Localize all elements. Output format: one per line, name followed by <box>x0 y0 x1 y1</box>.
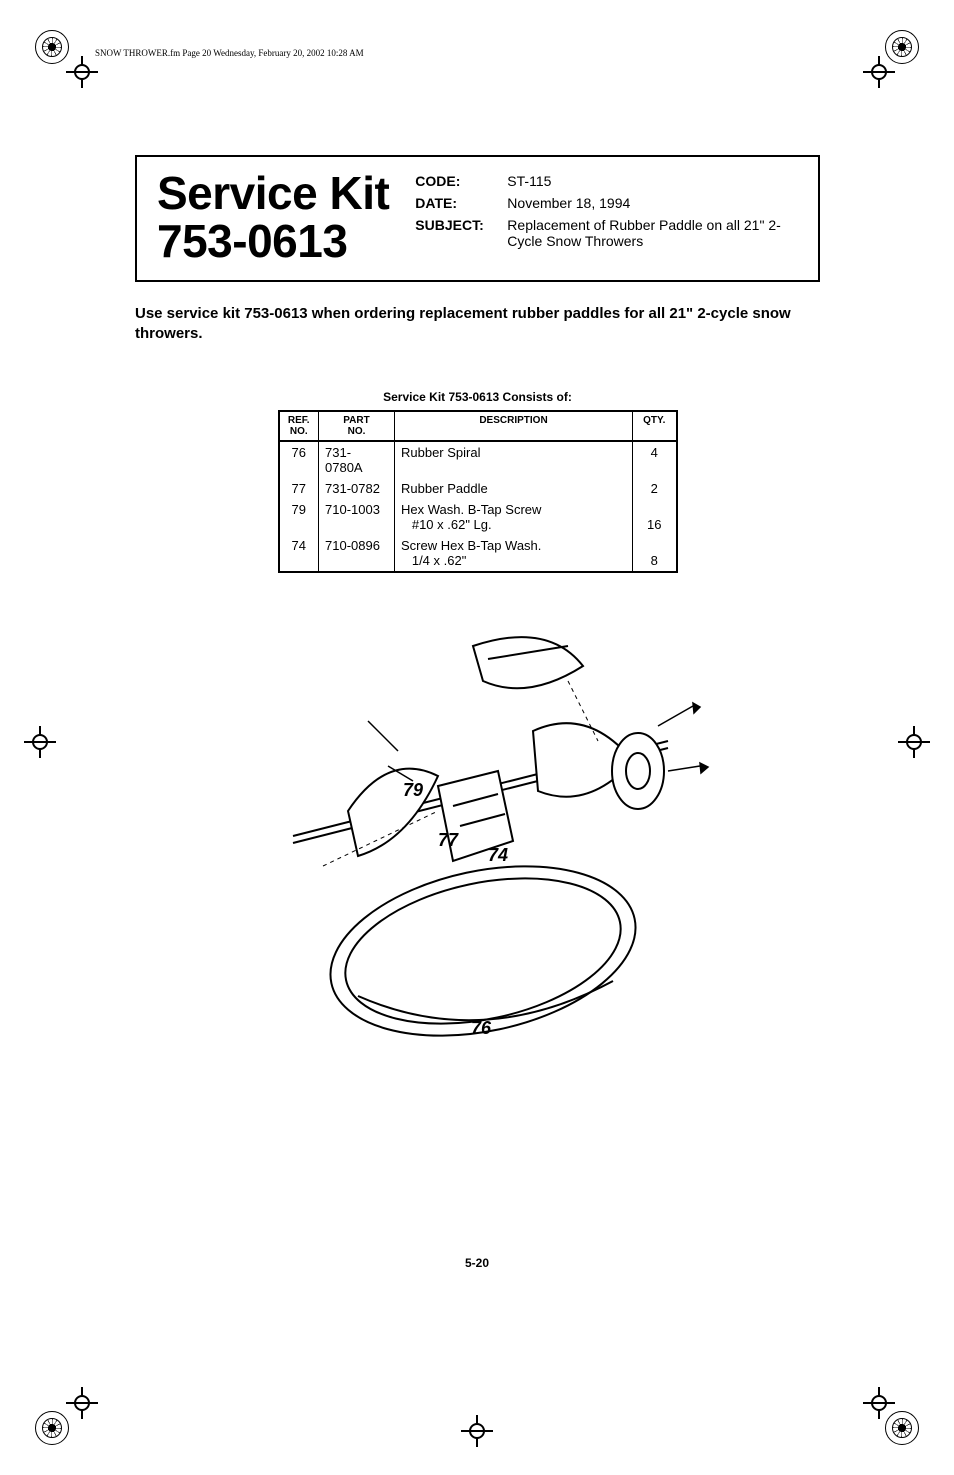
exploded-diagram: 79 77 74 76 <box>135 611 820 1046</box>
col-ref: REF. NO. <box>279 411 319 441</box>
printer-mark <box>35 30 69 64</box>
printer-target <box>867 1391 891 1415</box>
printer-target <box>28 730 52 754</box>
cell-part: 731-0780A <box>319 441 395 478</box>
cell-qty: 8 <box>633 535 677 572</box>
cell-desc: Rubber Paddle <box>395 478 633 499</box>
cell-ref: 76 <box>279 441 319 478</box>
cell-desc: Rubber Spiral <box>395 441 633 478</box>
printer-target <box>70 60 94 84</box>
title-line2: 753-0613 <box>157 217 389 265</box>
title-left: Service Kit 753-0613 <box>157 169 389 266</box>
printer-target <box>867 60 891 84</box>
printer-target <box>465 1419 489 1443</box>
table-row: 79 710-1003 Hex Wash. B-Tap Screw #10 x … <box>279 499 677 535</box>
col-desc: DESCRIPTION <box>395 411 633 441</box>
cell-part: 710-0896 <box>319 535 395 572</box>
callout-76: 76 <box>471 1018 492 1038</box>
printer-mark <box>885 1411 919 1445</box>
table-row: 77 731-0782 Rubber Paddle 2 <box>279 478 677 499</box>
cell-part: 731-0782 <box>319 478 395 499</box>
cell-qty: 16 <box>633 499 677 535</box>
printer-target <box>70 1391 94 1415</box>
table-caption: Service Kit 753-0613 Consists of: <box>135 390 820 404</box>
instruction-text: Use service kit 753-0613 when ordering r… <box>135 304 820 345</box>
page-content: Service Kit 753-0613 CODE: ST-115 DATE: … <box>135 155 820 1046</box>
cell-desc: Screw Hex B-Tap Wash. 1/4 x .62" <box>395 535 633 572</box>
callout-77: 77 <box>438 830 459 850</box>
page-number: 5-20 <box>0 1256 954 1270</box>
date-value: November 18, 1994 <box>507 195 798 211</box>
date-label: DATE: <box>415 195 507 211</box>
diagram-svg: 79 77 74 76 <box>238 611 718 1041</box>
cell-ref: 74 <box>279 535 319 572</box>
title-box: Service Kit 753-0613 CODE: ST-115 DATE: … <box>135 155 820 282</box>
cell-part: 710-1003 <box>319 499 395 535</box>
cell-ref: 77 <box>279 478 319 499</box>
col-qty: QTY. <box>633 411 677 441</box>
subject-label: SUBJECT: <box>415 217 507 249</box>
code-value: ST-115 <box>507 173 798 189</box>
printer-mark <box>885 30 919 64</box>
table-row: 74 710-0896 Screw Hex B-Tap Wash. 1/4 x … <box>279 535 677 572</box>
framemaker-header: SNOW THROWER.fm Page 20 Wednesday, Febru… <box>95 48 364 58</box>
callout-74: 74 <box>488 845 508 865</box>
printer-mark <box>35 1411 69 1445</box>
cell-ref: 79 <box>279 499 319 535</box>
table-row: 76 731-0780A Rubber Spiral 4 <box>279 441 677 478</box>
parts-table: REF. NO. PART NO. DESCRIPTION QTY. 76 73… <box>278 410 678 573</box>
cell-desc: Hex Wash. B-Tap Screw #10 x .62" Lg. <box>395 499 633 535</box>
callout-79: 79 <box>403 780 423 800</box>
cell-qty: 2 <box>633 478 677 499</box>
subject-value: Replacement of Rubber Paddle on all 21" … <box>507 217 798 249</box>
cell-qty: 4 <box>633 441 677 478</box>
code-label: CODE: <box>415 173 507 189</box>
title-line1: Service Kit <box>157 169 389 217</box>
title-meta: CODE: ST-115 DATE: November 18, 1994 SUB… <box>415 169 798 266</box>
printer-target <box>902 730 926 754</box>
col-part: PART NO. <box>319 411 395 441</box>
